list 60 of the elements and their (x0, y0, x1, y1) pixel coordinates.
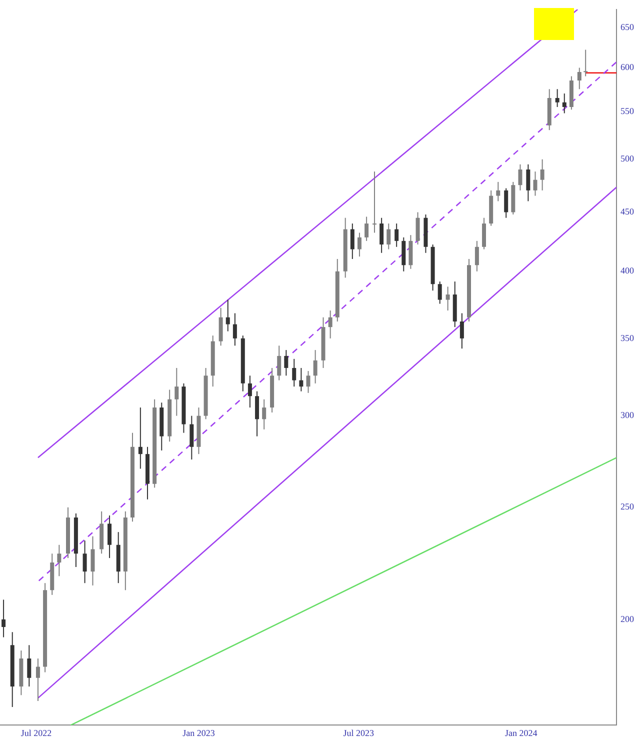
candlestick (518, 164, 522, 191)
candlestick (438, 281, 442, 304)
y-tick-label: 600 (620, 62, 634, 72)
candlestick (394, 223, 399, 248)
candlestick (306, 370, 310, 394)
x-tick-label: Jul 2022 (20, 728, 52, 738)
candlestick (460, 312, 464, 350)
y-tick-label: 400 (620, 266, 634, 276)
candlestick (555, 88, 560, 108)
candlestick (292, 358, 296, 388)
candlestick (540, 158, 544, 191)
candlestick (364, 216, 369, 242)
candlestick (27, 644, 32, 687)
candlestick (218, 307, 223, 346)
candlestick (248, 375, 252, 408)
y-tick-label: 200 (620, 614, 634, 624)
x-tick-label: Jan 2024 (504, 728, 538, 738)
candlestick (36, 658, 40, 702)
candlestick (526, 164, 530, 202)
candlestick (504, 188, 508, 218)
candlestick (2, 599, 6, 638)
candlestick (474, 240, 479, 272)
candlestick (174, 367, 179, 416)
candlestick (299, 367, 304, 392)
candlestick (496, 181, 500, 202)
candlestick (108, 514, 112, 559)
candlestick (190, 415, 194, 460)
candlestick (584, 49, 588, 77)
candlestick (350, 223, 354, 260)
candlestick (82, 540, 87, 584)
candlestick (90, 536, 95, 586)
candlestick (357, 232, 362, 258)
candlestick (562, 93, 566, 114)
candlestick (328, 310, 332, 339)
candlestick (262, 398, 266, 430)
candlestick (226, 299, 230, 332)
x-tick-label: Jul 2023 (343, 728, 374, 738)
y-tick-label: 350 (620, 332, 634, 343)
y-tick-label: 650 (620, 22, 634, 32)
candlestick (416, 212, 420, 245)
y-tick-label: 500 (620, 154, 634, 164)
candlestick (313, 350, 318, 384)
y-tick-label: 250 (620, 502, 634, 512)
y-tick-label: 300 (620, 410, 634, 420)
candlestick (372, 171, 376, 234)
candlestick (284, 350, 288, 376)
candlestick (232, 312, 237, 346)
candlestick (482, 217, 486, 250)
candlestick (533, 171, 538, 196)
candlestick (255, 390, 260, 437)
y-tick-label: 550 (620, 106, 634, 116)
candlestick (277, 345, 282, 381)
y-tick-label: 450 (620, 206, 634, 217)
candlestick (577, 67, 582, 90)
x-tick-label: Jan 2023 (182, 728, 216, 738)
candlestick (386, 223, 391, 250)
candlestick (446, 286, 450, 312)
candlestick (380, 217, 384, 254)
candlestick (57, 544, 62, 577)
candlestick (138, 407, 142, 470)
